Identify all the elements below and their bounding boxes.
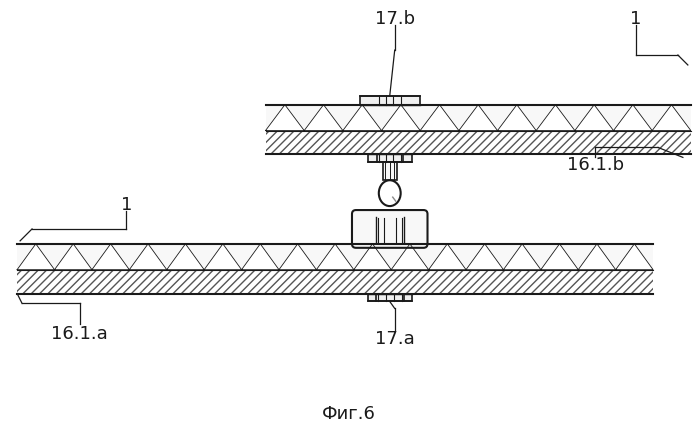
- Polygon shape: [541, 244, 578, 270]
- Bar: [266, 131, 691, 155]
- Polygon shape: [420, 106, 459, 131]
- Polygon shape: [92, 244, 129, 270]
- Bar: [368, 155, 412, 163]
- Text: 1: 1: [121, 196, 132, 214]
- Bar: [368, 294, 412, 302]
- Text: 1: 1: [630, 10, 642, 28]
- Polygon shape: [614, 106, 652, 131]
- Polygon shape: [167, 244, 204, 270]
- Polygon shape: [242, 244, 279, 270]
- Polygon shape: [317, 244, 354, 270]
- Bar: [17, 270, 653, 294]
- Text: Фиг.6: Фиг.6: [322, 404, 376, 422]
- Polygon shape: [575, 106, 614, 131]
- Text: 17.a: 17.a: [375, 329, 415, 347]
- Polygon shape: [266, 106, 304, 131]
- Bar: [383, 163, 397, 181]
- Polygon shape: [578, 244, 616, 270]
- Polygon shape: [129, 244, 167, 270]
- Polygon shape: [428, 244, 466, 270]
- Polygon shape: [503, 244, 541, 270]
- Bar: [266, 106, 691, 131]
- Polygon shape: [279, 244, 317, 270]
- Polygon shape: [304, 106, 343, 131]
- Polygon shape: [536, 106, 575, 131]
- Polygon shape: [391, 244, 428, 270]
- Polygon shape: [466, 244, 503, 270]
- FancyBboxPatch shape: [352, 211, 428, 248]
- Bar: [17, 244, 653, 270]
- Text: 16.1.b: 16.1.b: [567, 156, 624, 174]
- Polygon shape: [55, 244, 92, 270]
- Ellipse shape: [379, 181, 401, 207]
- Polygon shape: [616, 244, 653, 270]
- Polygon shape: [459, 106, 498, 131]
- Text: 16.1.a: 16.1.a: [51, 325, 108, 343]
- Polygon shape: [204, 244, 242, 270]
- Polygon shape: [652, 106, 691, 131]
- Polygon shape: [382, 106, 420, 131]
- Polygon shape: [354, 244, 391, 270]
- Polygon shape: [498, 106, 536, 131]
- Polygon shape: [343, 106, 382, 131]
- Text: 17.b: 17.b: [375, 10, 415, 28]
- Polygon shape: [17, 244, 55, 270]
- Bar: [360, 96, 419, 106]
